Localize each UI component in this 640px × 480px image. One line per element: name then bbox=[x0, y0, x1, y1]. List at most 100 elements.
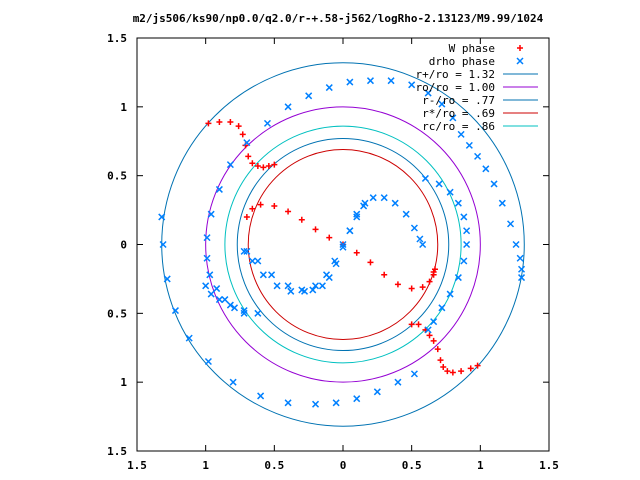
data-point bbox=[312, 282, 320, 290]
data-point bbox=[446, 188, 454, 196]
data-point bbox=[257, 392, 265, 400]
x-tick-label: 0.5 bbox=[402, 459, 422, 472]
data-point bbox=[415, 321, 422, 328]
data-point bbox=[437, 357, 444, 364]
y-tick-label: 1 bbox=[120, 101, 127, 114]
data-point bbox=[360, 202, 368, 210]
data-point bbox=[265, 163, 272, 170]
data-point bbox=[435, 180, 443, 188]
series-drho-phase bbox=[158, 77, 526, 408]
data-point bbox=[434, 346, 441, 353]
data-point bbox=[426, 278, 433, 285]
legend-label: r*/ro = .69 bbox=[422, 107, 495, 120]
data-point bbox=[284, 399, 292, 407]
data-point bbox=[410, 370, 418, 378]
data-point bbox=[185, 334, 193, 342]
data-point bbox=[285, 208, 292, 215]
data-point bbox=[243, 213, 250, 220]
circle-3 bbox=[247, 149, 439, 340]
data-point bbox=[298, 216, 305, 223]
data-point bbox=[259, 271, 267, 279]
data-point bbox=[230, 304, 239, 312]
data-point bbox=[268, 271, 276, 279]
data-point bbox=[419, 240, 427, 249]
data-point bbox=[367, 259, 374, 266]
data-point bbox=[419, 284, 426, 291]
data-point bbox=[402, 210, 410, 218]
data-point bbox=[202, 282, 210, 290]
data-point bbox=[248, 257, 256, 265]
x-tick-label: 1 bbox=[202, 459, 209, 472]
data-point bbox=[326, 234, 333, 241]
data-point bbox=[229, 378, 237, 386]
data-point bbox=[366, 77, 374, 85]
x-tick-label: 1.5 bbox=[539, 459, 559, 472]
data-point bbox=[449, 114, 457, 122]
data-point bbox=[454, 274, 462, 282]
data-point bbox=[381, 271, 388, 278]
data-point bbox=[369, 194, 377, 202]
data-point bbox=[322, 271, 331, 279]
data-point bbox=[467, 365, 474, 372]
data-point bbox=[332, 399, 340, 407]
legend-label: r+/ro = 1.32 bbox=[416, 68, 495, 81]
y-tick-label: 1.5 bbox=[107, 32, 127, 45]
data-point bbox=[387, 77, 395, 85]
axes: 1.5 1 0.5 0 0.5 1 1.51.510.500.511.5 bbox=[107, 32, 559, 472]
data-point bbox=[430, 337, 437, 344]
data-point bbox=[339, 243, 347, 251]
data-point bbox=[215, 296, 223, 304]
data-point bbox=[516, 254, 524, 262]
data-point bbox=[394, 378, 402, 386]
y-tick-label: 0.5 bbox=[107, 170, 127, 183]
data-point bbox=[271, 202, 278, 209]
data-point bbox=[410, 224, 418, 232]
data-point bbox=[482, 165, 490, 173]
data-point bbox=[215, 185, 223, 193]
data-point bbox=[391, 199, 399, 207]
data-point bbox=[449, 369, 456, 376]
x-tick-label: 1 bbox=[477, 459, 484, 472]
data-point bbox=[421, 174, 429, 182]
y-tick-label: 0.5 bbox=[107, 307, 127, 320]
data-point bbox=[284, 103, 292, 111]
data-point bbox=[512, 240, 520, 249]
data-point bbox=[454, 199, 462, 207]
data-point bbox=[353, 213, 361, 221]
data-point bbox=[444, 368, 451, 375]
data-point bbox=[221, 296, 229, 304]
data-point bbox=[460, 213, 468, 221]
data-point bbox=[273, 282, 281, 290]
legend-label: ro/ro = 1.00 bbox=[416, 81, 495, 94]
data-point bbox=[271, 161, 278, 168]
x-tick-label: 0.5 bbox=[264, 459, 284, 472]
data-point bbox=[254, 163, 261, 170]
data-point bbox=[203, 254, 211, 262]
data-point bbox=[206, 271, 214, 279]
data-point bbox=[325, 84, 333, 92]
data-point bbox=[440, 364, 447, 371]
data-point bbox=[239, 131, 246, 138]
data-point bbox=[373, 388, 381, 396]
data-point bbox=[463, 227, 471, 235]
data-point bbox=[243, 139, 251, 147]
data-point bbox=[430, 269, 437, 276]
y-tick-label: 1 bbox=[120, 376, 127, 389]
data-point bbox=[203, 234, 211, 242]
data-point bbox=[226, 161, 234, 169]
circle-0 bbox=[161, 62, 525, 427]
data-point bbox=[408, 285, 415, 292]
data-point bbox=[438, 100, 446, 108]
data-point bbox=[339, 240, 347, 249]
data-point bbox=[207, 210, 215, 218]
data-point bbox=[249, 205, 256, 212]
data-point bbox=[490, 180, 498, 188]
data-point bbox=[226, 301, 234, 309]
data-point bbox=[287, 287, 295, 295]
data-point bbox=[446, 290, 454, 298]
legend-label: drho phase bbox=[429, 55, 495, 68]
data-point bbox=[353, 210, 361, 218]
data-point bbox=[227, 118, 234, 125]
data-point bbox=[213, 285, 221, 293]
